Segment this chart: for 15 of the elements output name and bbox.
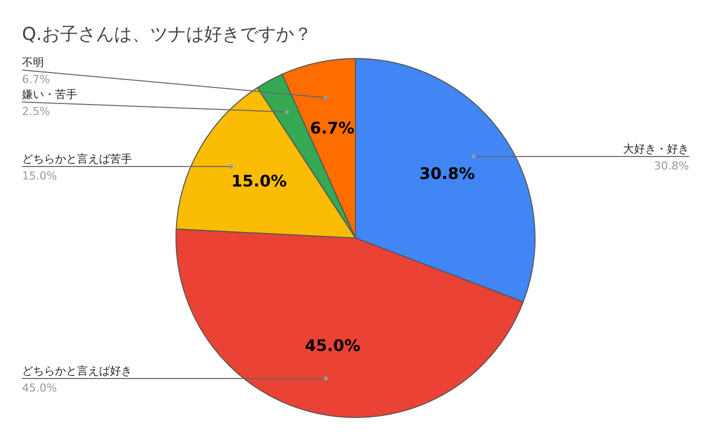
data-label: 15.0% (231, 172, 287, 191)
text: 30.8% (654, 160, 689, 173)
data-label: 2.5% (22, 105, 50, 118)
slice-label: どちらかと言えば苦手 (22, 152, 132, 166)
slice-label: 嫌い・苦手 (22, 88, 77, 101)
data-label: 30.8% (419, 164, 475, 184)
text: 15.0% (22, 169, 57, 182)
slice-label: 不明 (22, 56, 44, 69)
slice-label: 大好き・好き (623, 142, 689, 156)
text: 6.7% (22, 73, 50, 86)
data-label: 45.0% (304, 336, 360, 356)
chart-title: Q.お子さんは、ツナは好きですか？ (22, 24, 312, 45)
data-label: 6.7% (310, 118, 354, 138)
text: 45.0% (22, 382, 57, 395)
slice-label: どちらかと言えば好き (22, 364, 132, 378)
